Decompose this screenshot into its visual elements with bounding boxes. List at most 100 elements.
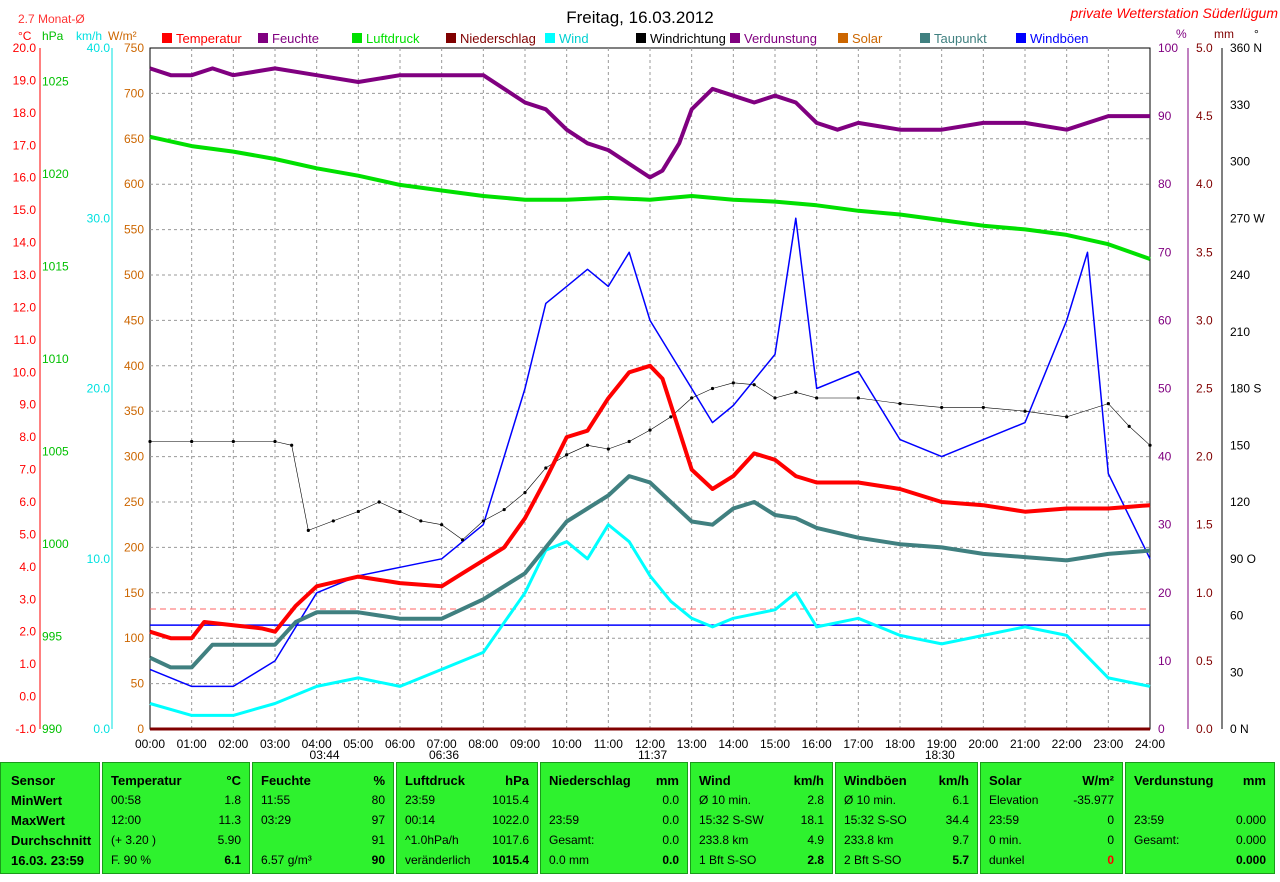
table-cell-label: 6.57 g/m³ [261, 853, 312, 867]
table-row: 23:59 0.0 [549, 813, 679, 829]
humidity-tick: 50 [1158, 382, 1172, 396]
table-cell-value: 0.0 [662, 813, 679, 827]
time-tick: 12:00 [635, 737, 665, 751]
legend-label: Windböen [1030, 31, 1089, 46]
time-mark: 03:44 [310, 748, 340, 760]
table-cell-value: 0 [1107, 813, 1114, 827]
series-dewpoint-line [149, 474, 1151, 670]
axis-unit-label: % [1176, 27, 1187, 41]
table-cell-value: 11.3 [218, 813, 241, 827]
table-column-header: Feuchte% [261, 773, 385, 789]
series-direction-line [150, 382, 1151, 541]
chart-grid [149, 47, 1151, 730]
solar-tick: 300 [124, 450, 144, 464]
time-tick: 04:00 [302, 737, 332, 751]
legend-label: Luftdruck [366, 31, 420, 46]
precipitation-tick: 1.0 [1196, 586, 1213, 600]
humidity-tick: 100 [1158, 41, 1178, 55]
axis-unit-label: W/m² [108, 29, 137, 43]
time-tick: 19:00 [927, 737, 957, 751]
table-cell-value: 1015.4 [492, 853, 529, 867]
legend-label: Taupunkt [934, 31, 987, 46]
table-cell-value: 1022.0 [492, 813, 529, 827]
plot-frame [149, 47, 1151, 730]
pressure-tick: 990 [42, 722, 62, 736]
table-cell-label: Gesamt: [1134, 833, 1180, 847]
solar-tick: 100 [124, 631, 144, 645]
table-row: dunkel 0 [989, 853, 1114, 869]
table-row-labels: Sensor MinWert MaxWert Durchschnitt 16.0… [0, 762, 100, 874]
legend-label: Windrichtung [650, 31, 726, 46]
temperature-tick: 9.0 [19, 398, 36, 412]
axis-unit-label: hPa [42, 29, 64, 43]
temperature-tick: 20.0 [13, 41, 37, 55]
row-label-current: 16.03. 23:59 [11, 853, 85, 868]
table-cell-value: 2.8 [807, 853, 824, 867]
table-column-name: Verdunstung [1134, 773, 1214, 788]
solar-tick: 250 [124, 495, 144, 509]
direction-tick: 300 [1230, 155, 1250, 169]
direction-tick: 240 [1230, 268, 1250, 282]
temperature-tick: 16.0 [13, 171, 37, 185]
table-cell-value: 0 [1107, 853, 1114, 867]
table-cell-label: Gesamt: [549, 833, 595, 847]
table-cell-label: F. 90 % [111, 853, 152, 867]
table-cell-value: 0.0 [662, 853, 679, 867]
table-cell-label: 0.0 mm [549, 853, 590, 867]
temperature-tick: 17.0 [13, 138, 37, 152]
table-cell-value: 6.1 [952, 793, 969, 807]
table-cell-value: 0 [1107, 833, 1114, 847]
table-cell-value: 6.1 [224, 853, 241, 867]
table-row: 03:29 97 [261, 813, 385, 829]
table-row: 0.0 mm 0.0 [549, 853, 679, 869]
table-column-name: Temperatur [111, 773, 182, 788]
table-column-unit: % [373, 773, 385, 788]
row-label-sensor: Sensor [11, 773, 56, 788]
time-mark: 06:36 [429, 748, 459, 760]
legend-swatch [162, 33, 172, 43]
wind-speed-tick: 30.0 [87, 211, 111, 225]
table-cell-label: 15:32 S-SO [844, 813, 907, 827]
table-row: (+ 3.20 ) 5.90 [111, 833, 241, 849]
table-row: 6.57 g/m³ 90 [261, 853, 385, 869]
legend-swatch [920, 33, 930, 43]
time-tick: 15:00 [760, 737, 790, 751]
chart-legend: Temperatur Feuchte Luftdruck Niederschlag Wi… [162, 31, 1089, 46]
series-humidity-line [149, 66, 1150, 180]
legend-label: Temperatur [176, 31, 242, 46]
direction-tick: 210 [1230, 325, 1250, 339]
pressure-tick: 1005 [42, 444, 69, 458]
time-tick: 17:00 [843, 737, 873, 751]
legend-swatch [352, 33, 362, 43]
precipitation-tick: 2.5 [1196, 382, 1213, 396]
table-cell-label: Ø 10 min. [844, 793, 897, 807]
table-column-4: Wind km/h Ø 10 min. 2.8 15:32 S-SW 18.1 233.8 … [690, 762, 833, 874]
temperature-tick: 15.0 [13, 203, 37, 217]
table-cell-label: 233.8 km [844, 833, 894, 847]
chart-series [148, 66, 1152, 731]
table-cell-label: 23:59 [405, 793, 436, 807]
table-column-header: Solar W/m² [989, 773, 1114, 789]
row-label-avg: Durchschnitt [11, 833, 92, 848]
humidity-tick: 80 [1158, 177, 1172, 191]
table-cell-value: 0.000 [1235, 833, 1266, 847]
legend-swatch [545, 33, 555, 43]
chart-axes: 20.0 19.0 18.0 17.0 16.0 15.0 14.0 13.0 12.0 11.0… [13, 27, 1266, 760]
time-tick: 14:00 [718, 737, 748, 751]
time-tick: 05:00 [343, 737, 373, 751]
precipitation-tick: 3.0 [1196, 313, 1213, 327]
humidity-tick: 70 [1158, 245, 1172, 259]
table-cell-label: 11:55 [261, 793, 291, 807]
time-tick: 09:00 [510, 737, 540, 751]
humidity-tick: 10 [1158, 654, 1172, 668]
table-column-header: Temperatur °C [111, 773, 241, 789]
time-mark: 18:30 [925, 748, 955, 760]
series-temperature-line [149, 363, 1151, 641]
legend-label: Feuchte [272, 31, 319, 46]
solar-tick: 500 [124, 268, 144, 282]
table-cell-value: 0.0 [662, 833, 679, 847]
time-mark: 11:37 [638, 748, 667, 760]
time-tick: 06:00 [385, 737, 415, 751]
table-cell-label: 15:32 S-SW [699, 813, 764, 827]
temperature-tick: 12.0 [13, 300, 37, 314]
